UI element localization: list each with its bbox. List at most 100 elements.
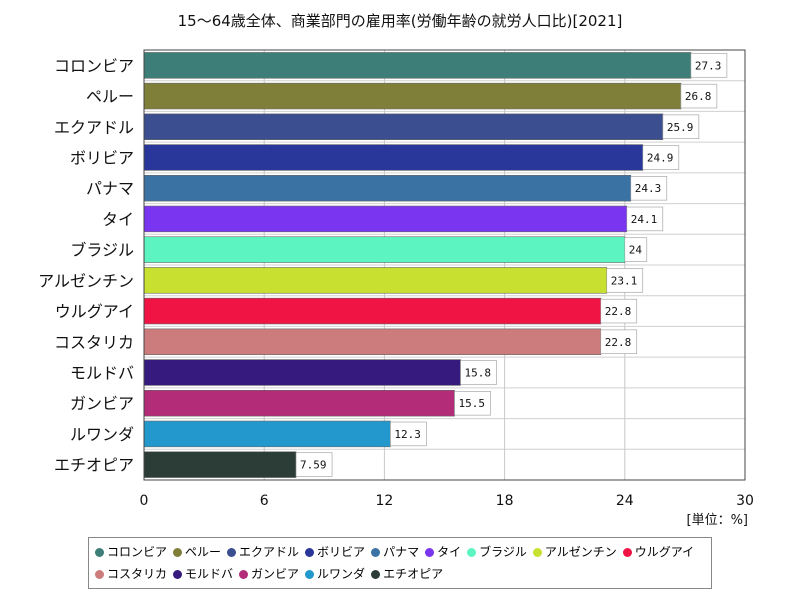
category-label: アルゼンチン [38,271,134,290]
x-tick-label: 0 [140,493,149,509]
legend-item: コロンビア [95,541,167,563]
value-label-box [390,421,427,447]
value-label-box [626,206,664,232]
legend-label: ガンビア [251,567,300,581]
legend-marker [371,547,381,557]
legend-item: ペルー [173,541,221,563]
bar [143,390,455,417]
bar [143,175,632,202]
legend-marker [305,547,315,557]
value-label-box [606,268,644,293]
legend-item: ボリビア [305,541,365,563]
legend-marker [227,547,237,557]
legend-marker [173,547,183,557]
category-label: ガンビア [70,394,134,413]
value-label: 24.9 [647,152,674,165]
legend-marker [239,569,249,579]
x-tick-label: 24 [616,493,634,509]
bar [143,328,602,355]
value-label-box [460,360,497,385]
bar [143,359,461,386]
legend-marker [371,569,381,579]
value-label-box [624,237,648,262]
bar [143,82,682,110]
legend-label: ブラジル [479,545,527,559]
value-label-box [454,391,491,416]
value-label: 24 [629,244,643,257]
legend-item: ルワンダ [305,563,365,585]
legend-label: エチオピア [383,567,444,581]
value-label: 22.8 [605,336,632,349]
legend-marker [532,547,542,557]
category-label: ブラジル [70,241,134,260]
value-label: 26.8 [685,90,712,103]
bar [143,297,602,325]
legend-item: ウルグアイ [622,541,695,563]
legend-label: パナマ [383,545,420,559]
bar [143,236,626,263]
legend-marker [95,569,104,579]
category-label: ボリビア [70,149,134,168]
category-label: エチオピア [54,456,134,475]
legend-label: エクアドル [239,545,300,559]
legend-item: パナマ [371,541,419,563]
value-label: 22.8 [605,305,632,318]
value-label: 24.1 [631,213,658,226]
legend-item: エチオピア [371,563,443,585]
legend-item: コスタリカ [95,563,167,585]
value-label: 25.9 [667,121,694,134]
x-tick-label: 30 [736,493,754,509]
value-label: 15.5 [459,397,486,410]
legend-marker [467,547,477,557]
value-label-box [680,83,718,109]
legend-label: ルワンダ [317,567,366,581]
unit-label: [単位：%] [686,513,749,528]
category-label: モルドバ [70,364,134,383]
bar [143,420,391,448]
value-label-box [642,145,680,170]
legend-label: モルドバ [185,567,234,581]
value-label: 12.3 [394,428,421,441]
category-label: ルワンダ [70,425,134,444]
bar [143,144,644,171]
value-label: 23.1 [611,274,638,287]
legend-label: ボリビア [317,545,366,559]
legend-marker [425,547,435,557]
category-label: エクアドル [54,118,134,137]
bar [143,52,692,79]
legend-label: アルゼンチン [544,545,617,559]
category-label: パナマ [86,179,134,198]
legend-marker [622,547,632,557]
legend-label: コロンビア [107,545,168,559]
legend-item: ガンビア [239,563,299,585]
value-label-box [630,176,668,201]
x-tick-label: 6 [260,493,269,509]
legend: コロンビア ペルー エクアドル ボリビア パナマ タイ ブラジル アルゼンチン ウルグアイコスタ… [88,537,712,589]
legend-item: モルドバ [173,563,233,585]
bar [143,267,608,294]
category-label: ウルグアイ [55,302,134,321]
legend-label: タイ [437,545,462,559]
legend-label: ウルグアイ [634,545,695,559]
chart-title: 15〜64歳全体、商業部門の雇用率(労働年齢の就労人口比)[2021] [177,12,623,30]
value-label: 15.8 [465,367,492,380]
category-label: ペルー [86,87,134,106]
value-label-box [295,452,333,477]
category-label: コロンビア [54,56,134,75]
plot-frame [143,49,746,481]
legend-marker [95,547,104,557]
legend-marker [173,569,183,579]
legend-item: アルゼンチン [532,541,617,563]
value-label-box [600,298,638,324]
category-label: コスタリカ [54,333,134,352]
legend-label: ペルー [185,545,222,559]
legend-item: エクアドル [227,541,299,563]
value-label: 7.59 [300,459,327,472]
legend-item: タイ [425,541,461,563]
category-label: タイ [102,210,134,229]
bar [143,113,664,140]
value-label-box [690,53,728,78]
value-label-box [662,114,700,139]
x-tick-label: 12 [375,493,393,509]
